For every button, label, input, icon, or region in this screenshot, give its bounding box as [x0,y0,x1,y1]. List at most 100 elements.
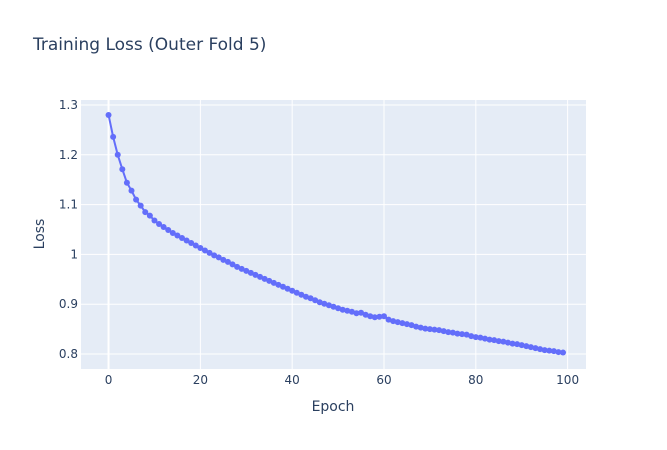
data-point [215,254,222,261]
y-tick-label: 1 [70,247,78,261]
data-point [532,345,539,352]
data-point [142,209,149,216]
data-point [555,349,562,356]
data-point [174,232,181,239]
data-point [560,349,567,356]
data-point [523,343,530,350]
data-point [151,217,158,224]
data-point [431,326,438,333]
y-axis-title: Loss [32,219,48,250]
data-point [201,247,208,254]
data-point [261,275,268,282]
data-point [550,348,557,355]
x-tick-label: 60 [376,373,391,387]
y-tick-label: 1.1 [59,198,78,212]
data-point [192,242,199,249]
x-tick-label: 80 [468,373,483,387]
data-point [514,341,521,348]
x-axis-tick-labels: 0 20 40 60 80 100 [105,373,579,387]
data-point [358,309,365,316]
data-point [137,202,144,209]
data-point [197,244,204,251]
data-point [385,316,392,323]
data-point [123,179,130,186]
y-tick-label: 0.9 [59,297,78,311]
y-tick-label: 0.8 [59,347,78,361]
data-point [518,342,525,349]
data-point [495,338,502,345]
data-point [321,300,328,307]
data-point [156,221,163,228]
data-point [537,346,544,353]
data-point [206,249,213,256]
data-point [247,269,254,276]
data-point [426,326,433,333]
data-point [459,331,466,338]
data-point [110,133,117,140]
data-point [298,291,305,298]
data-point [463,331,470,338]
data-point [408,322,415,329]
y-tick-label: 1.2 [59,148,78,162]
data-point [472,334,479,341]
loss-series-points [105,111,567,356]
x-tick-label: 40 [285,373,300,387]
data-point [252,271,259,278]
x-gridlines [107,100,569,369]
data-point [128,187,135,194]
data-point [224,258,231,265]
x-axis-title: Epoch [312,399,355,415]
data-point [243,267,250,274]
x-tick-label: 20 [193,373,208,387]
data-point [527,344,534,351]
data-point [220,256,227,263]
data-point [353,310,360,317]
data-point [445,329,452,336]
data-point [449,329,456,336]
data-point [257,273,264,280]
data-point [422,325,429,332]
data-point [468,333,475,340]
data-point [179,234,185,241]
data-point [275,281,282,288]
y-axis-tick-labels: 0.8 0.9 1 1.1 1.2 1.3 [59,98,78,361]
data-point [183,237,190,244]
data-point [307,295,314,302]
data-point [266,277,273,284]
data-point [362,311,369,318]
data-point [477,334,484,341]
chart-title: Training Loss (Outer Fold 5) [32,35,266,55]
data-point [454,330,461,337]
data-point [403,321,410,328]
data-point [229,261,236,268]
data-point [312,297,319,304]
data-point [436,327,443,334]
data-point [504,339,511,346]
data-point [169,230,176,237]
plot-area [81,100,586,369]
data-point [234,263,241,270]
data-point [119,166,126,173]
data-point [371,314,378,321]
data-point [160,224,167,231]
data-point [105,111,112,118]
data-point [399,320,406,327]
data-point [335,305,342,312]
data-point [114,151,121,158]
data-point [165,227,172,234]
data-point [417,324,424,331]
data-point [238,265,245,272]
data-point [280,283,286,290]
data-point [486,336,493,343]
data-point [509,340,516,347]
data-point [316,299,323,306]
data-point [270,279,277,286]
data-point [381,313,387,320]
data-point [211,252,218,259]
data-point [367,313,374,320]
data-point [293,289,300,296]
data-point [394,319,401,326]
data-point [289,287,296,294]
x-tick-label: 100 [556,373,579,387]
